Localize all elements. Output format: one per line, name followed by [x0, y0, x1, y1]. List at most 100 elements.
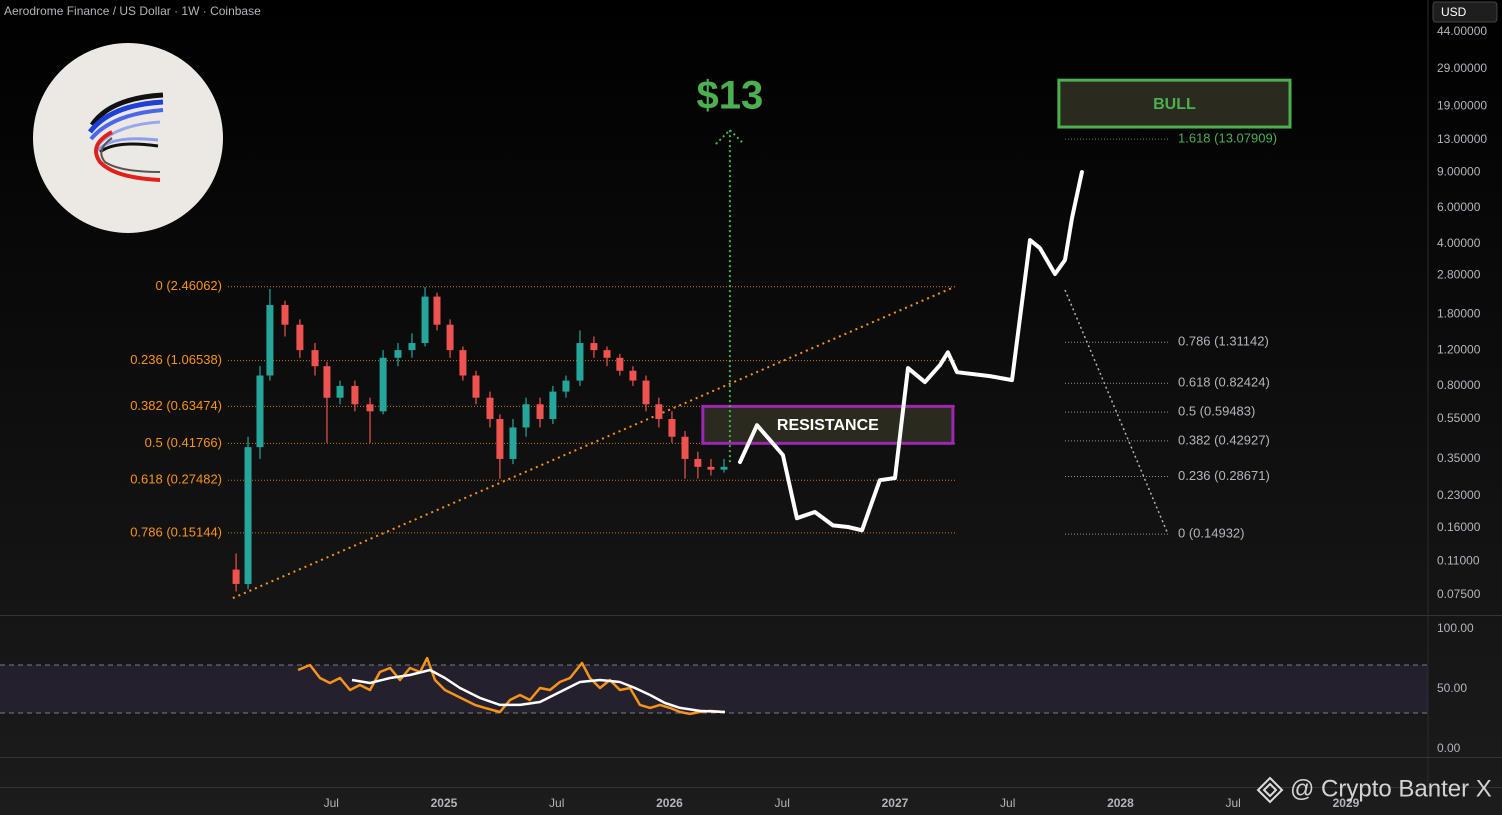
rsi-tick-label: 0.00 [1437, 741, 1461, 755]
candle-body [296, 324, 304, 351]
fib-diagonal [1064, 289, 1169, 535]
zone-label: BULL [1153, 96, 1196, 113]
y-tick-label: 0.11000 [1437, 553, 1480, 567]
y-tick-label: 6.00000 [1437, 200, 1481, 214]
fib-label: 0.618 (0.82424) [1178, 375, 1270, 390]
candle-body [655, 404, 663, 420]
fib-label: 0.236 (1.06538) [130, 352, 222, 367]
watermark-icon [1256, 776, 1284, 804]
candle-body [232, 569, 240, 584]
candle-body [694, 458, 702, 467]
x-tick-label: Jul [1000, 796, 1015, 810]
target-label: $13 [697, 74, 764, 118]
trendline [232, 285, 956, 600]
fib-label: 0.236 (0.28671) [1178, 468, 1270, 483]
y-tick-label: 2.80000 [1437, 267, 1481, 281]
candle-body [616, 357, 624, 371]
logo [33, 43, 223, 233]
candle-body [576, 343, 584, 381]
candle-body [603, 350, 611, 358]
fib-label: 0.382 (0.42927) [1178, 432, 1270, 447]
currency: USD [1441, 5, 1467, 19]
y-tick-label: 0.07500 [1437, 587, 1481, 601]
x-tick-label: Jul [1226, 796, 1241, 810]
zone-box [1057, 78, 1292, 129]
y-tick-label: 44.00000 [1437, 24, 1487, 38]
y-tick-label: 13.00000 [1437, 132, 1487, 146]
candle-body [379, 357, 387, 412]
candle-body [256, 375, 264, 448]
candle-body [590, 343, 598, 351]
rsi-tick-label: 50.00 [1437, 681, 1467, 695]
candle-body [629, 370, 637, 381]
candle-body [323, 366, 331, 398]
y-tick-label: 0.55000 [1437, 411, 1481, 425]
projection-path [738, 170, 1084, 533]
candle-body [266, 304, 274, 376]
y-tick-label: 0.35000 [1437, 451, 1481, 465]
candle-body [336, 385, 344, 398]
rsi-line [351, 668, 725, 714]
rsi-tick-label: 100.00 [1437, 621, 1474, 635]
y-tick-label: 29.00000 [1437, 61, 1487, 75]
candle-body [509, 427, 517, 459]
candle-body [408, 343, 416, 351]
currency-badge: USD [1432, 1, 1498, 23]
fib-label: 0 (2.46062) [156, 278, 223, 293]
candle-body [421, 296, 429, 344]
candle-body [549, 391, 557, 420]
candle-body [486, 397, 494, 420]
fib-label: 0.786 (1.31142) [1178, 334, 1269, 349]
candle-body [433, 296, 441, 325]
watermark: @ Crypto Banter X [1290, 775, 1492, 802]
zone-box [701, 404, 955, 445]
y-tick-label: 1.80000 [1437, 306, 1481, 320]
candle-body [244, 447, 252, 584]
fib-label: 1.618 (13.07909) [1178, 131, 1277, 146]
candle-body [311, 350, 319, 367]
candle-body [681, 436, 689, 459]
fib-label: 0.5 (0.41766) [145, 435, 222, 450]
candle-body [642, 380, 650, 405]
candle-body [459, 350, 467, 376]
fib-label: 0.5 (0.59483) [1178, 404, 1255, 419]
y-tick-label: 4.00000 [1437, 236, 1481, 250]
candle-body [351, 385, 359, 405]
rsi-band [0, 665, 1428, 713]
x-tick-label: 2025 [431, 796, 458, 810]
candle-body [536, 404, 544, 420]
candle-body [394, 350, 402, 358]
rsi-line [297, 656, 725, 716]
y-tick-label: 0.16000 [1437, 520, 1481, 534]
fib-label: 0 (0.14932) [1178, 526, 1245, 541]
candle-body [707, 466, 715, 470]
x-tick-label: 2026 [656, 796, 683, 810]
y-tick-label: 0.23000 [1437, 488, 1481, 502]
candle-body [496, 419, 504, 459]
candle-body [281, 304, 289, 325]
candle-body [366, 404, 374, 412]
x-tick-label: 2028 [1107, 796, 1134, 810]
zone-label: RESISTANCE [777, 417, 879, 434]
candle-body [668, 419, 676, 437]
candle-body [720, 466, 728, 470]
chart-title: Aerodrome Finance / US Dollar · 1W · Coi… [4, 4, 261, 18]
target-arrowhead [715, 128, 745, 145]
y-tick-label: 19.00000 [1437, 98, 1487, 112]
fib-label: 0.382 (0.63474) [130, 398, 222, 413]
x-tick-label: 2029 [1333, 796, 1360, 810]
fib-label: 0.618 (0.27482) [130, 472, 222, 487]
candle-body [446, 324, 454, 351]
fib-label: 0.786 (0.15144) [130, 524, 222, 539]
candle-body [562, 380, 570, 392]
x-tick-label: Jul [549, 796, 564, 810]
y-tick-label: 9.00000 [1437, 164, 1481, 178]
y-tick-label: 1.20000 [1437, 342, 1481, 356]
candle-body [522, 404, 530, 428]
y-tick-label: 0.80000 [1437, 378, 1481, 392]
x-tick-label: 2027 [882, 796, 909, 810]
candle-body [472, 375, 480, 398]
x-tick-label: Jul [775, 796, 790, 810]
x-tick-label: Jul [324, 796, 339, 810]
